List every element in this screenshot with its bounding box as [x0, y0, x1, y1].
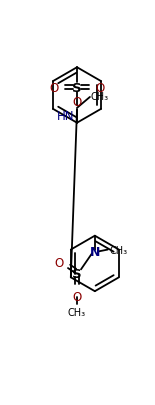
Text: O: O — [96, 81, 105, 94]
Text: CH₃: CH₃ — [110, 245, 128, 255]
Text: S: S — [72, 267, 82, 280]
Text: HN: HN — [57, 110, 74, 123]
Text: N: N — [90, 245, 100, 258]
Text: O: O — [72, 96, 82, 109]
Text: CH₃: CH₃ — [91, 92, 109, 102]
Text: O: O — [54, 256, 63, 269]
Text: O: O — [49, 81, 58, 94]
Text: S: S — [72, 81, 82, 94]
Text: O: O — [72, 290, 82, 303]
Text: CH₃: CH₃ — [68, 307, 86, 317]
